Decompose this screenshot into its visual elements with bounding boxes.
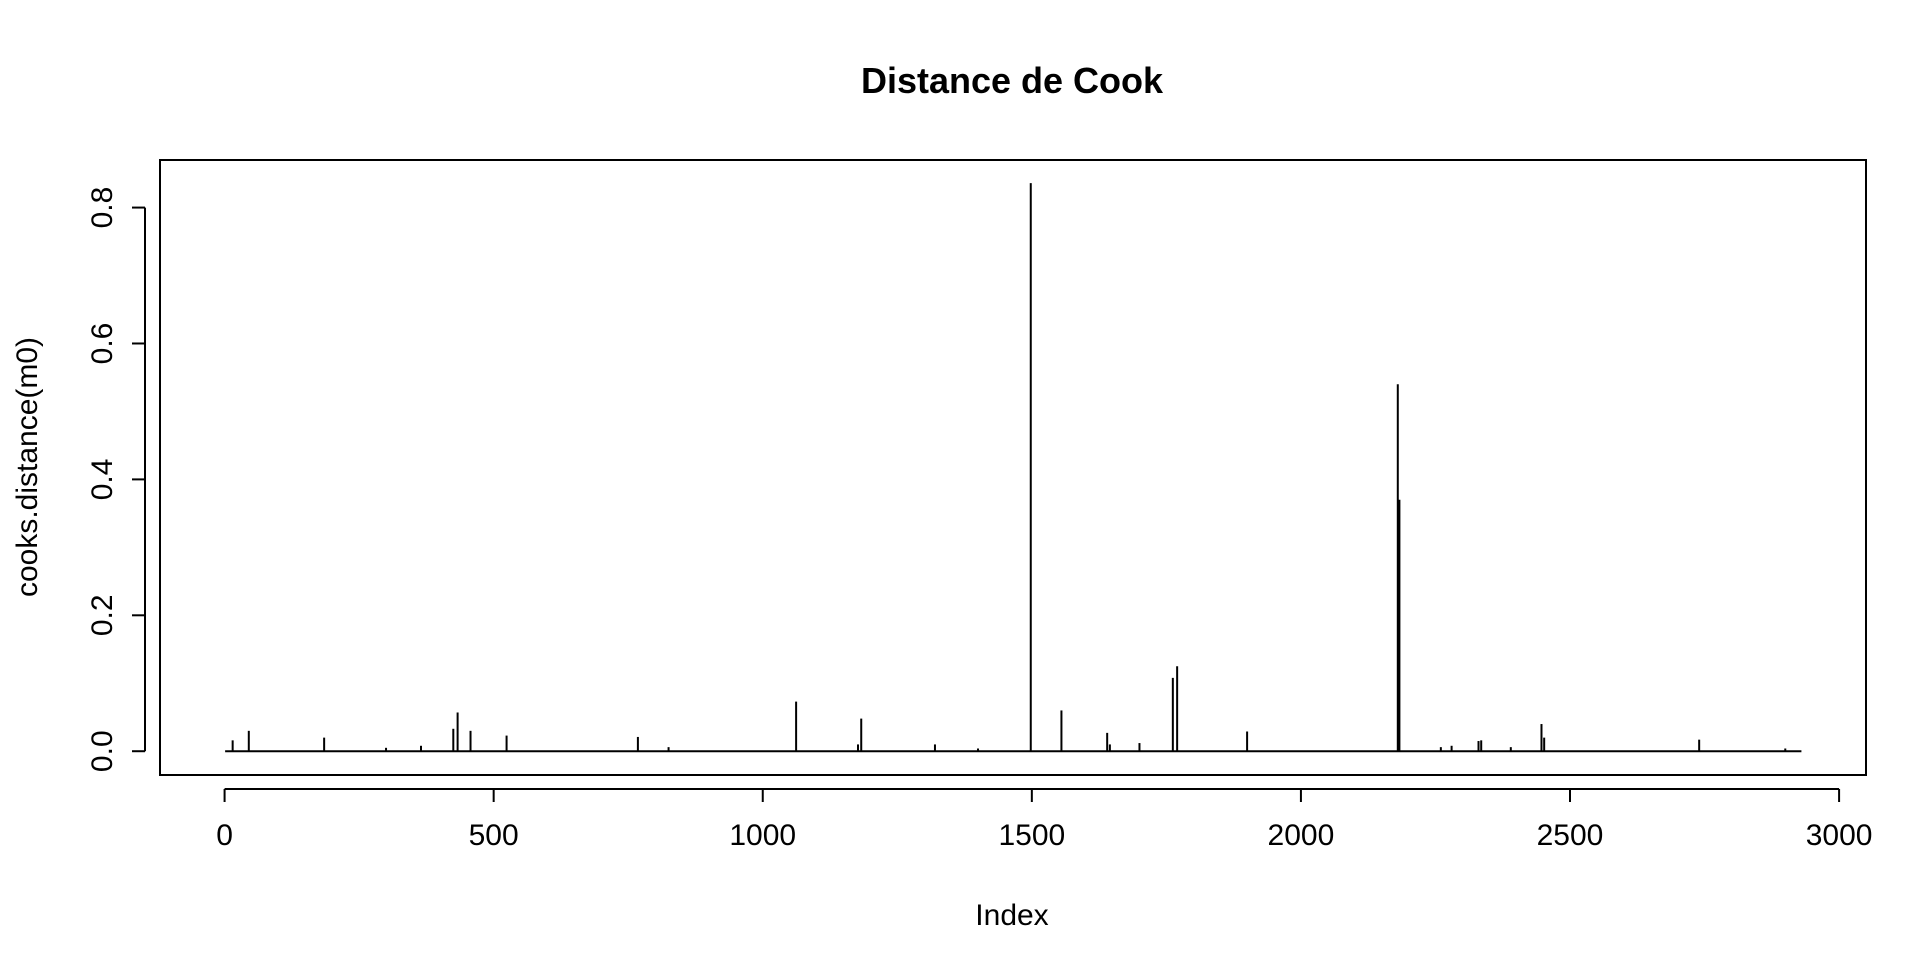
x-tick-label: 2000 (1268, 819, 1335, 852)
x-tick-label: 1000 (729, 819, 796, 852)
y-tick-label: 0.6 (86, 323, 119, 365)
x-tick-label: 500 (469, 819, 519, 852)
y-tick-label: 0.8 (86, 187, 119, 229)
x-tick-label: 3000 (1806, 819, 1873, 852)
x-axis-title: Index (975, 899, 1048, 932)
y-tick-label: 0.2 (86, 594, 119, 636)
x-tick-label: 2500 (1537, 819, 1604, 852)
data-series (225, 183, 1802, 753)
plot-frame (159, 159, 1867, 776)
x-tick-label: 0 (216, 819, 233, 852)
y-axis: 0.0 0.2 0.4 0.6 0.8 (86, 187, 146, 772)
x-axis: 0 500 1000 1500 2000 2500 3000 (216, 788, 1873, 852)
y-tick-label: 0.4 (86, 459, 119, 501)
x-tick-label: 1500 (998, 819, 1065, 852)
y-tick-label: 0.0 (86, 730, 119, 772)
y-axis-title: cooks.distance(m0) (11, 337, 44, 597)
chart-title: Distance de Cook (861, 60, 1164, 101)
